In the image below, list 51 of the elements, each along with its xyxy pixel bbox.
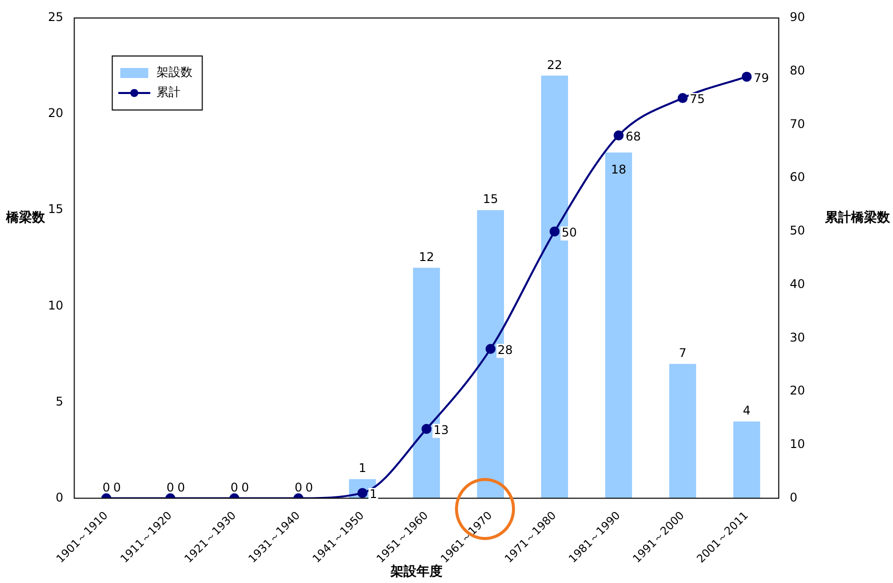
bar	[733, 421, 760, 498]
data-label: 4	[742, 404, 751, 418]
y2-tick-label: 40	[790, 276, 806, 291]
point	[742, 72, 752, 82]
y-tick-label: 20	[48, 106, 64, 120]
y2-tick-label: 60	[790, 170, 806, 184]
y2-tick-label: 90	[790, 10, 806, 24]
data-label: 18	[610, 162, 626, 177]
data-label: 50	[562, 226, 577, 240]
bar	[669, 364, 696, 498]
data-label: 0	[305, 480, 314, 494]
data-label: 28	[498, 342, 513, 357]
x-axis-title: 架設年度	[390, 563, 442, 580]
y2-tick-label: 70	[790, 116, 806, 131]
point	[678, 93, 688, 104]
y2-tick-label: 0	[790, 490, 798, 504]
data-label: 0	[113, 480, 121, 494]
y2-tick-label: 50	[790, 224, 806, 238]
y2-tick-label: 80	[790, 63, 806, 78]
data-label: 7	[678, 346, 686, 360]
y-tick-label: 25	[48, 10, 64, 24]
data-label: 12	[418, 250, 434, 264]
data-label: 0	[294, 480, 302, 494]
legend-label: 累計	[156, 85, 180, 100]
point	[486, 344, 496, 354]
data-label: 13	[434, 423, 449, 438]
y2-axis-title: 累計橋梁数	[824, 210, 891, 226]
data-label: 0	[177, 480, 185, 494]
data-label: 0	[241, 480, 250, 494]
y-axis-title: 橋梁数	[5, 210, 46, 226]
data-label: 68	[626, 130, 641, 144]
y-tick-label: 0	[56, 490, 64, 504]
data-label: 1	[358, 461, 366, 476]
y-tick-label: 5	[56, 394, 64, 408]
bar	[605, 152, 632, 498]
legend-label: 架設数	[156, 65, 192, 80]
data-label: 75	[690, 92, 705, 106]
point	[614, 130, 624, 140]
data-label: 1	[369, 487, 378, 502]
data-label: 0	[230, 480, 238, 494]
point	[550, 226, 560, 236]
data-label: 0	[166, 480, 174, 494]
y2-tick-label: 10	[790, 437, 806, 452]
y2-tick-label: 20	[790, 384, 806, 398]
data-label: 22	[546, 58, 562, 72]
y2-tick-label: 30	[790, 330, 806, 344]
y-tick-label: 15	[48, 202, 64, 216]
data-label: 0	[102, 480, 110, 494]
y-tick-label: 10	[48, 298, 64, 312]
data-label: 15	[482, 192, 498, 206]
data-label: 79	[754, 70, 769, 85]
